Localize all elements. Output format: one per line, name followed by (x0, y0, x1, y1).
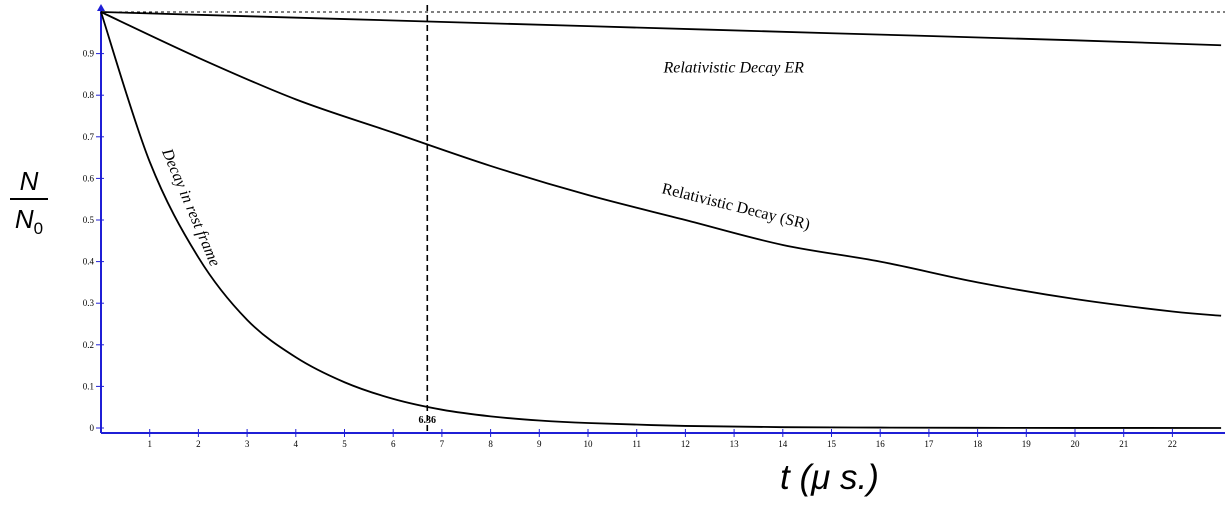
x-tick-label: 20 (1071, 439, 1081, 449)
curve-relativistic-decay-er (100, 11, 1222, 47)
x-tick-label: 12 (681, 439, 690, 449)
y-tick-label: 0.2 (83, 340, 94, 350)
label-decay-rest-frame: Decay in rest frame (158, 145, 223, 269)
curve-decay-rest-frame (100, 11, 1222, 429)
y-tick-label: 0 (90, 423, 95, 433)
y-axis-title-den-base: N (14, 204, 34, 234)
y-axis-title-numerator: N (19, 166, 39, 196)
y-axis-title: N N0 (6, 166, 52, 244)
y-axis-arrow (97, 4, 105, 11)
x-tick-label: 17 (924, 439, 934, 449)
x-tick-label: 4 (294, 439, 299, 449)
x-tick-label: 1 (147, 439, 152, 449)
y-tick-label: 0.7 (83, 132, 95, 142)
x-tick-label: 6 (391, 439, 396, 449)
y-tick-label: 0.3 (83, 298, 95, 308)
x-tick-label: 5 (342, 439, 347, 449)
x-tick-label: 16 (876, 439, 886, 449)
x-tick-label: 9 (537, 439, 542, 449)
x-axis-title-unit: (μ s.) (799, 458, 879, 497)
x-tick-label: 3 (245, 439, 250, 449)
x-tick-label: 10 (584, 439, 594, 449)
label-relativistic-decay-sr: Relativistic Decay (SR) (660, 180, 812, 233)
y-tick-label: 0.5 (83, 215, 95, 225)
x-tick-label: 22 (1168, 439, 1177, 449)
y-tick-label: 0.9 (83, 49, 95, 59)
y-tick-label: 0.4 (83, 257, 95, 267)
x-tick-label: 11 (632, 439, 641, 449)
y-tick-label: 0.8 (83, 90, 95, 100)
x-tick-label: 21 (1119, 439, 1128, 449)
x-tick-label: 19 (1022, 439, 1032, 449)
y-axis-title-den-sub: 0 (33, 219, 44, 239)
x-tick-label: 18 (973, 439, 983, 449)
x-tick-label: 15 (827, 439, 837, 449)
x-tick-label: 13 (730, 439, 740, 449)
x-tick-label: 8 (488, 439, 493, 449)
label-relativistic-decay-er: Relativistic Decay ER (662, 59, 804, 76)
x-tick-label: 14 (778, 439, 788, 449)
x-tick-label: 7 (440, 439, 445, 449)
y-axis-title-fraction-bar (10, 198, 48, 200)
y-tick-label: 0.1 (83, 381, 94, 391)
curve-relativistic-decay-sr (100, 11, 1222, 317)
y-axis-title-denominator: N0 (6, 204, 52, 244)
x-tick-label: 2 (196, 439, 201, 449)
y-tick-label: 0.6 (83, 173, 95, 183)
marker-label: 6.36 (419, 415, 437, 426)
x-axis-title: t (μ s.) (780, 458, 879, 498)
x-axis-title-var: t (780, 458, 790, 497)
